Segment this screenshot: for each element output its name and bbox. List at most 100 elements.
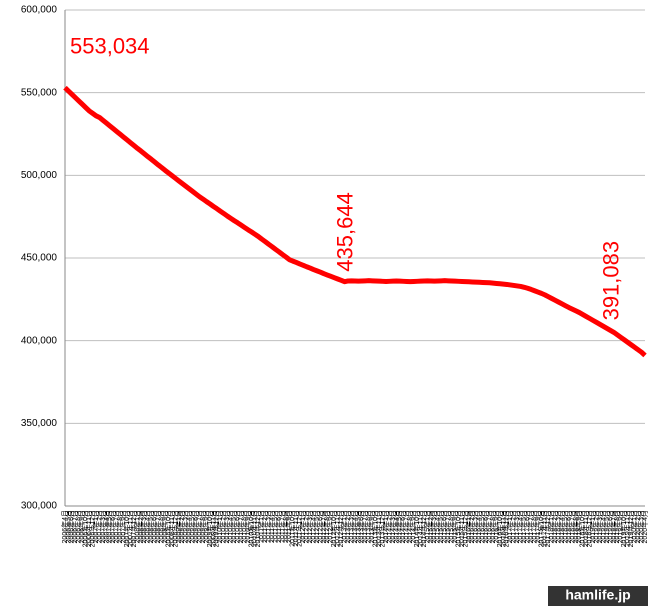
x-tick-label: 2011年1月 — [257, 510, 266, 543]
x-tick-label: 2015年6月 — [440, 510, 449, 543]
x-tick-label: 2014年8月 — [405, 510, 414, 543]
x-tick-label: 2013年8月 — [364, 510, 373, 543]
x-tick-label: 2019年4月 — [598, 510, 607, 543]
x-tick-label: 2012年8月 — [322, 510, 331, 543]
y-tick-label: 600,000 — [21, 5, 58, 16]
x-tick-label: 2019年10月 — [619, 510, 628, 547]
x-tick-label: 2011年6月 — [274, 510, 283, 543]
x-tick-label: 2010年6月 — [232, 510, 241, 543]
x-tick-label: 2014年2月 — [384, 510, 393, 543]
x-tick-label: 2017年10月 — [536, 510, 545, 547]
x-tick-label: 2011年4月 — [267, 510, 276, 543]
x-tick-label: 2018年12月 — [585, 510, 594, 547]
x-tick-label: 2006年6月 — [67, 510, 76, 543]
x-tick-label: 2009年2月 — [177, 510, 186, 543]
x-tick-label: 2010年2月 — [219, 510, 228, 543]
x-tick-label: 2007年7月 — [112, 510, 121, 543]
x-tick-label: 2016年1月 — [464, 510, 473, 543]
x-tick-label: 2018年2月 — [550, 510, 559, 543]
x-tick-label: 2015年12月 — [460, 510, 469, 547]
x-tick-label: 2013年2月 — [343, 510, 352, 543]
x-tick-label: 2010年10月 — [246, 510, 255, 547]
x-tick-label: 2012年4月 — [308, 510, 317, 543]
x-tick-label: 2016年5月 — [478, 510, 487, 543]
x-tick-label: 2019年9月 — [616, 510, 625, 543]
x-tick-label: 2015年2月 — [426, 510, 435, 543]
x-tick-label: 2014年1月 — [381, 510, 390, 543]
x-tick-label: 2009年12月 — [212, 510, 221, 547]
x-tick-label: 2019年3月 — [595, 510, 604, 543]
x-tick-label: 2015年3月 — [429, 510, 438, 543]
watermark-box — [548, 586, 648, 606]
y-tick-label: 350,000 — [21, 418, 58, 429]
x-tick-label: 2008年12月 — [170, 510, 179, 547]
x-tick-label: 2009年4月 — [184, 510, 193, 543]
x-tick-label: 2009年11月 — [208, 510, 217, 547]
x-tick-label: 2006年7月 — [70, 510, 79, 543]
x-tick-label: 2012年11月 — [333, 510, 342, 547]
x-tick-label: 2007年4月 — [101, 510, 110, 543]
x-tick-label: 2010年3月 — [222, 510, 231, 543]
x-tick-label: 2013年3月 — [346, 510, 355, 543]
x-tick-label: 2017年5月 — [519, 510, 528, 543]
x-tick-label: 2018年7月 — [567, 510, 576, 543]
y-tick-label: 450,000 — [21, 253, 58, 264]
x-tick-label: 2007年3月 — [98, 510, 107, 543]
x-tick-label: 2017年2月 — [509, 510, 518, 543]
x-tick-label: 2008年11月 — [167, 510, 176, 547]
x-tick-label: 2009年7月 — [194, 510, 203, 543]
x-tick-label: 2009年5月 — [188, 510, 197, 543]
y-tick-label: 400,000 — [21, 335, 58, 346]
x-tick-label: 2015年1月 — [422, 510, 431, 543]
x-tick-label: 2011年5月 — [270, 510, 279, 543]
x-tick-label: 2007年12月 — [129, 510, 138, 547]
x-tick-label: 2019年6月 — [605, 510, 614, 543]
x-tick-label: 2018年4月 — [557, 510, 566, 543]
x-tick-label: 2017年4月 — [516, 510, 525, 543]
x-tick-label: 2006年8月 — [74, 510, 83, 543]
x-tick-label: 2012年7月 — [319, 510, 328, 543]
x-tick-label: 2014年4月 — [391, 510, 400, 543]
x-tick-label: 2014年3月 — [388, 510, 397, 543]
x-tick-label: 2010年12月 — [253, 510, 262, 547]
x-tick-label: 2019年11月 — [623, 510, 632, 547]
x-tick-label: 2010年5月 — [229, 510, 238, 543]
x-tick-label: 2011年10月 — [288, 510, 297, 547]
x-tick-label: 2018年11月 — [581, 510, 590, 547]
x-tick-label: 2017年11月 — [540, 510, 549, 547]
x-tick-label: 2007年2月 — [94, 510, 103, 543]
x-tick-label: 2019年12月 — [626, 510, 635, 547]
x-tick-label: 2012年12月 — [336, 510, 345, 547]
x-tick-label: 2018年9月 — [574, 510, 583, 543]
x-tick-label: 2019年2月 — [592, 510, 601, 543]
x-tick-label: 2009年1月 — [174, 510, 183, 543]
y-tick-label: 500,000 — [21, 170, 58, 181]
x-tick-label: 2019年1月 — [588, 510, 597, 543]
x-tick-label: 2019年7月 — [609, 510, 618, 543]
x-tick-label: 2014年7月 — [402, 510, 411, 543]
data-label: 553,034 — [70, 33, 150, 58]
x-tick-label: 2010年9月 — [243, 510, 252, 543]
x-tick-label: 2008年6月 — [150, 510, 159, 543]
y-tick-label: 300,000 — [21, 501, 58, 512]
x-tick-label: 2011年3月 — [264, 510, 273, 543]
x-tick-label: 2006年9月 — [77, 510, 86, 543]
x-tick-label: 2006年5月 — [63, 510, 72, 543]
x-tick-label: 2009年10月 — [205, 510, 214, 547]
x-tick-label: 2012年3月 — [305, 510, 314, 543]
x-tick-label: 2008年7月 — [153, 510, 162, 543]
x-tick-label: 2010年7月 — [236, 510, 245, 543]
x-tick-label: 2010年11月 — [250, 510, 259, 547]
x-tick-label: 2016年11月 — [498, 510, 507, 547]
x-tick-label: 2008年9月 — [160, 510, 169, 543]
x-tick-label: 2016年3月 — [471, 510, 480, 543]
data-label: 435,644 — [332, 192, 357, 272]
x-tick-label: 2012年10月 — [329, 510, 338, 547]
x-tick-label: 2018年8月 — [571, 510, 580, 543]
x-tick-label: 2007年9月 — [119, 510, 128, 543]
x-tick-label: 2014年12月 — [419, 510, 428, 547]
x-tick-label: 2008年1月 — [132, 510, 141, 543]
x-tick-label: 2007年10月 — [122, 510, 131, 547]
x-tick-label: 2012年6月 — [315, 510, 324, 543]
